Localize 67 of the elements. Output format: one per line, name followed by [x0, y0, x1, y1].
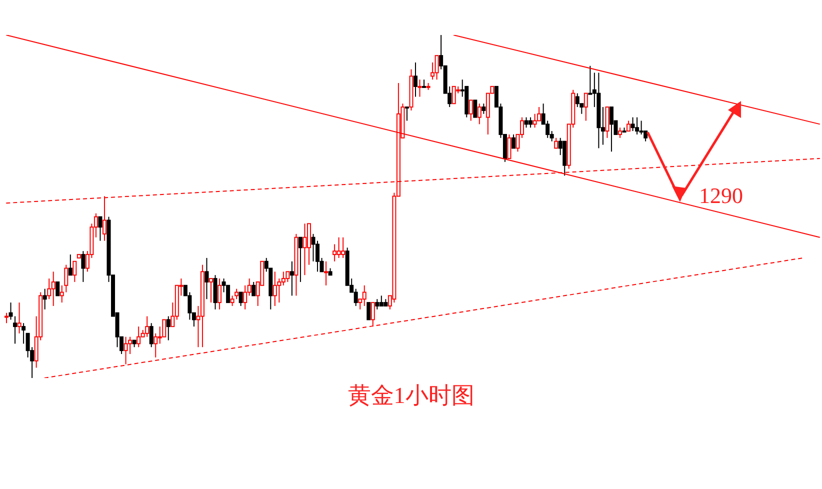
candlestick — [4, 312, 8, 324]
candlestick — [482, 103, 486, 114]
candlestick — [298, 236, 302, 282]
candlestick — [302, 223, 307, 276]
candlestick — [404, 106, 409, 122]
candlestick — [477, 103, 482, 125]
candlestick — [68, 254, 72, 276]
text: 黄金1小时图 — [346, 382, 476, 410]
candlestick — [243, 284, 248, 310]
candlestick — [375, 298, 380, 310]
candlestick — [341, 236, 346, 258]
candlestick — [468, 100, 473, 122]
candlestick — [124, 336, 128, 365]
candlestick — [204, 257, 209, 300]
candlestick — [609, 106, 614, 152]
candlestick — [166, 316, 170, 341]
candlestick — [370, 302, 375, 328]
candlestick — [98, 216, 102, 242]
annotation: 1290 — [699, 183, 743, 209]
candlestick — [47, 278, 52, 300]
candlestick — [588, 65, 592, 95]
candlestick — [332, 244, 337, 262]
candlestick — [209, 278, 213, 304]
candlestick — [575, 92, 580, 108]
candlestick — [145, 316, 150, 338]
candlestick — [434, 55, 439, 80]
candlestick — [584, 92, 588, 122]
candlestick — [414, 62, 418, 98]
candlestick — [354, 288, 358, 306]
candlestick — [42, 288, 47, 310]
candlestick — [507, 134, 512, 159]
candlestick — [56, 281, 60, 296]
candlestick — [524, 116, 528, 128]
candlestick — [154, 332, 158, 358]
candlestick — [17, 302, 22, 334]
candlestick — [22, 322, 26, 344]
candlestick — [51, 271, 56, 306]
candlestick — [136, 326, 141, 348]
candlestick — [532, 113, 537, 128]
candlestick — [281, 271, 286, 286]
candlestick — [218, 278, 222, 310]
candlestick — [238, 292, 243, 306]
candlestick — [630, 116, 635, 132]
candlestick — [290, 260, 294, 296]
candlestick — [418, 79, 422, 98]
candlestick — [252, 281, 256, 296]
candlestick — [72, 260, 77, 282]
candlestick — [511, 134, 516, 149]
candlestick — [626, 120, 631, 132]
candlestick — [473, 100, 478, 118]
candlestick — [366, 302, 371, 320]
candlestick — [639, 120, 644, 135]
candlestick — [528, 116, 533, 128]
candlestick — [324, 260, 328, 286]
candlestick — [362, 284, 366, 306]
candlestick — [272, 271, 277, 306]
candlestick — [635, 116, 640, 135]
candlestick — [452, 86, 456, 104]
candlestick — [149, 322, 154, 348]
candlestick — [13, 316, 18, 344]
candlestick — [618, 127, 622, 138]
candlestick — [379, 295, 384, 306]
candlestick — [422, 79, 426, 88]
candlestick — [81, 250, 86, 282]
candlestick — [554, 137, 558, 149]
candlestick — [286, 271, 290, 282]
candlestick — [336, 236, 341, 258]
